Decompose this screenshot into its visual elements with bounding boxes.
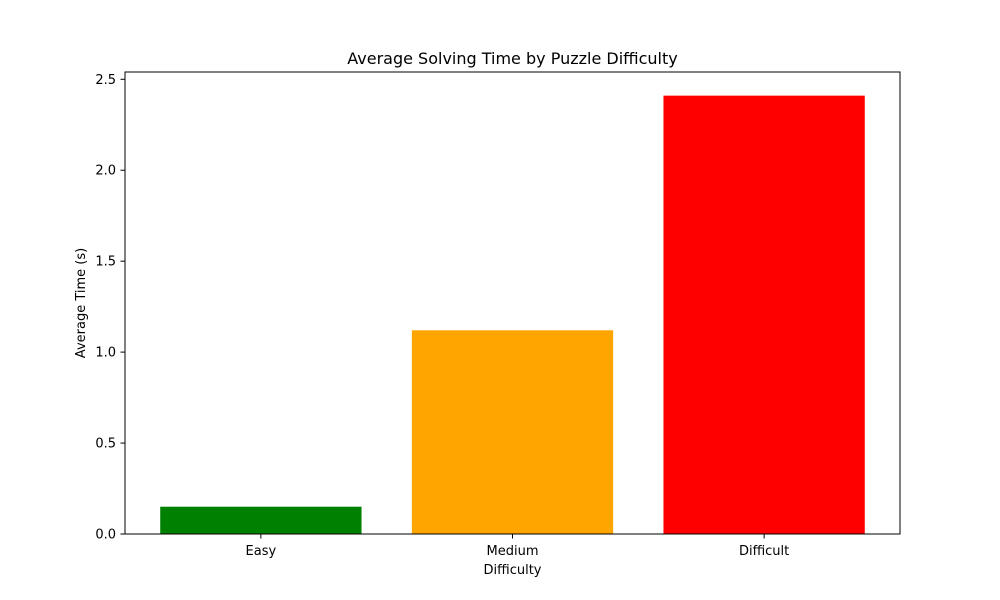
bar-medium [411, 330, 614, 534]
y-tick-label: 0.5 [95, 437, 116, 452]
y-tick-label: 2.0 [95, 164, 116, 179]
x-axis-label: Difficulty [484, 563, 542, 578]
x-tick-label: Difficult [739, 544, 789, 559]
x-tick-label: Medium [487, 544, 539, 559]
y-tick-label: 2.5 [95, 73, 116, 88]
x-axis-ticks: Easy Medium Difficult [246, 534, 789, 559]
chart-title: Average Solving Time by Puzzle Difficult… [347, 49, 677, 68]
y-tick-label: 1.5 [95, 255, 116, 270]
y-axis-label: Average Time (s) [74, 248, 89, 358]
y-tick-label: 1.0 [95, 346, 116, 361]
bar-easy [160, 506, 362, 534]
bars-group [160, 95, 865, 535]
x-tick-label: Easy [246, 544, 277, 559]
y-axis-ticks: 0.0 0.5 1.0 1.5 2.0 2.5 [95, 73, 125, 543]
bar-difficult [663, 95, 865, 535]
y-tick-label: 0.0 [95, 528, 116, 543]
